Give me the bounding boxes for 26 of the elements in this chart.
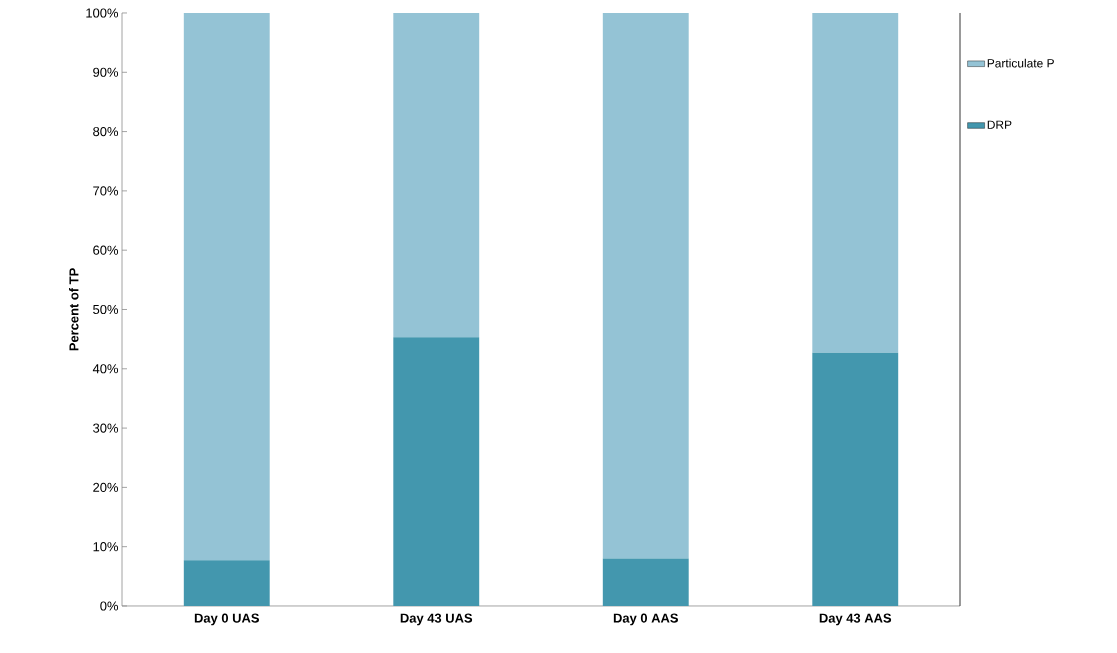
legend-label: DRP — [987, 120, 1012, 129]
bar — [602, 558, 689, 606]
x-tick-label: Day 0 AAS — [613, 613, 678, 626]
y-tick-label: 20% — [93, 482, 119, 492]
bar — [812, 12, 899, 353]
y-tick-label: 100% — [86, 8, 119, 18]
x-tick-label: Day 43 UAS — [400, 613, 473, 626]
x-tick-label: Day 43 AAS — [819, 613, 892, 626]
bar — [393, 337, 480, 606]
y-tick-label: 90% — [93, 67, 119, 77]
y-tick-label: 30% — [93, 423, 119, 433]
bar — [183, 560, 270, 606]
bar — [393, 12, 480, 338]
y-tick-label: 40% — [92, 364, 119, 374]
y-tick-label: 80% — [93, 127, 119, 137]
bar — [183, 12, 270, 561]
y-axis-title: Percent of TP — [69, 268, 79, 351]
y-tick-label: 50% — [93, 304, 119, 315]
y-tick-label: 10% — [93, 542, 119, 552]
y-tick-label: 60% — [93, 245, 119, 255]
bar — [602, 12, 689, 559]
y-tick-label: 70% — [93, 186, 119, 196]
y-tick-label: 0% — [100, 601, 119, 611]
x-tick-label: Day 0 UAS — [194, 613, 259, 626]
legend-label: Particulate P — [987, 58, 1054, 68]
bar — [812, 352, 899, 606]
